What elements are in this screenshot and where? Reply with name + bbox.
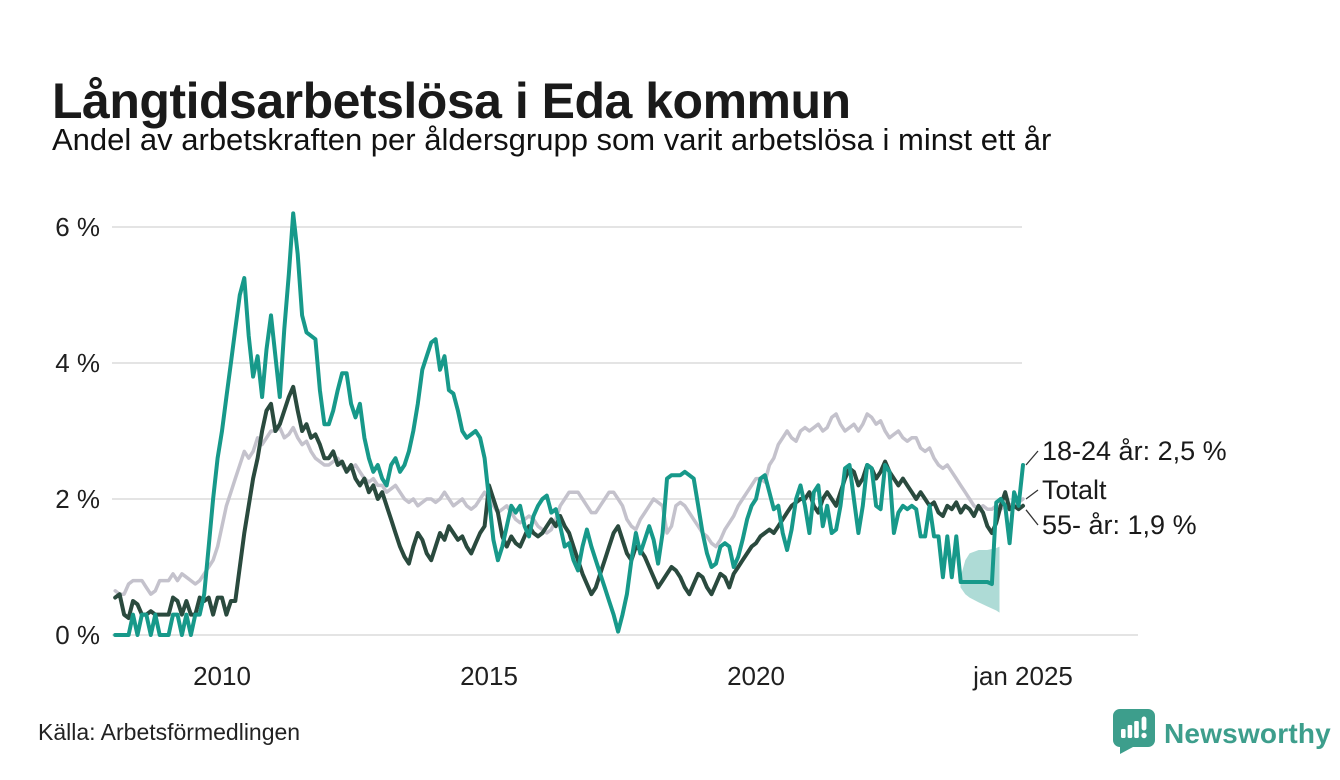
series-line-55-år	[113, 384, 1025, 620]
annotation-connector-2	[1025, 509, 1039, 526]
y-axis-tick-0: 0 %	[55, 620, 100, 650]
chart-subtitle: Andel av arbetskraften per åldersgrupp s…	[52, 122, 1052, 157]
newsworthy-wordmark: Newsworthy	[1164, 718, 1331, 749]
newsworthy-logo-icon	[1112, 708, 1156, 760]
series-line-18-24år	[113, 211, 1025, 637]
newsworthy-brand: Newsworthy	[1112, 708, 1331, 760]
series-label-55: 55- år: 1,9 %	[1042, 510, 1197, 540]
y-axis-tick-6: 6 %	[55, 212, 100, 242]
x-axis-tick-2020: 2020	[727, 661, 785, 691]
y-axis-tick-4: 4 %	[55, 348, 100, 378]
y-axis-tick-2: 2 %	[55, 484, 100, 514]
annotation-connector-0	[1025, 450, 1039, 466]
chart-title: Långtidsarbetslösa i Eda kommun	[52, 72, 851, 129]
annotation-connector-1	[1025, 489, 1039, 500]
series-line-Totalt	[113, 412, 1025, 596]
uncertainty-band	[960, 546, 1000, 613]
x-axis-tick-jan-2025: jan 2025	[973, 661, 1073, 691]
x-axis-tick-2010: 2010	[193, 661, 251, 691]
series-label-18-24: 18-24 år: 2,5 %	[1042, 436, 1227, 466]
source-credit: Källa: Arbetsförmedlingen	[38, 719, 301, 745]
x-axis-tick-2015: 2015	[460, 661, 518, 691]
series-label-totalt: Totalt	[1042, 475, 1107, 505]
